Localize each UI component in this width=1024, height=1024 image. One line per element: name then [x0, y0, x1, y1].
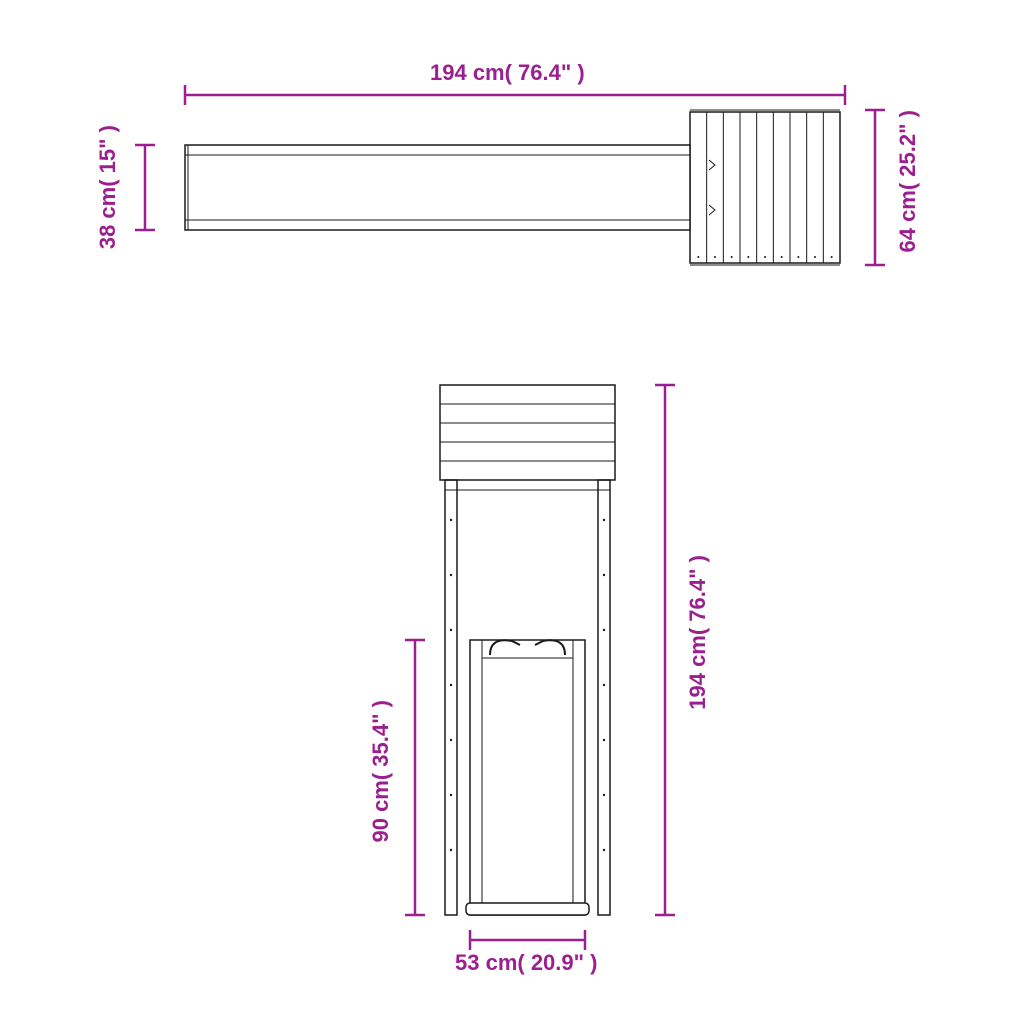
top-right-height-label: 64 cm( 25.2" ): [895, 110, 921, 253]
front-right-height-label: 194 cm( 76.4" ): [685, 555, 711, 710]
front-left-height-label: 90 cm( 35.4" ): [368, 700, 394, 843]
front-width-label: 53 cm( 20.9" ): [455, 950, 598, 976]
top-left-height-label: 38 cm( 15" ): [95, 125, 121, 249]
diagram-canvas: [0, 0, 1024, 1024]
top-width-label: 194 cm( 76.4" ): [430, 60, 585, 86]
